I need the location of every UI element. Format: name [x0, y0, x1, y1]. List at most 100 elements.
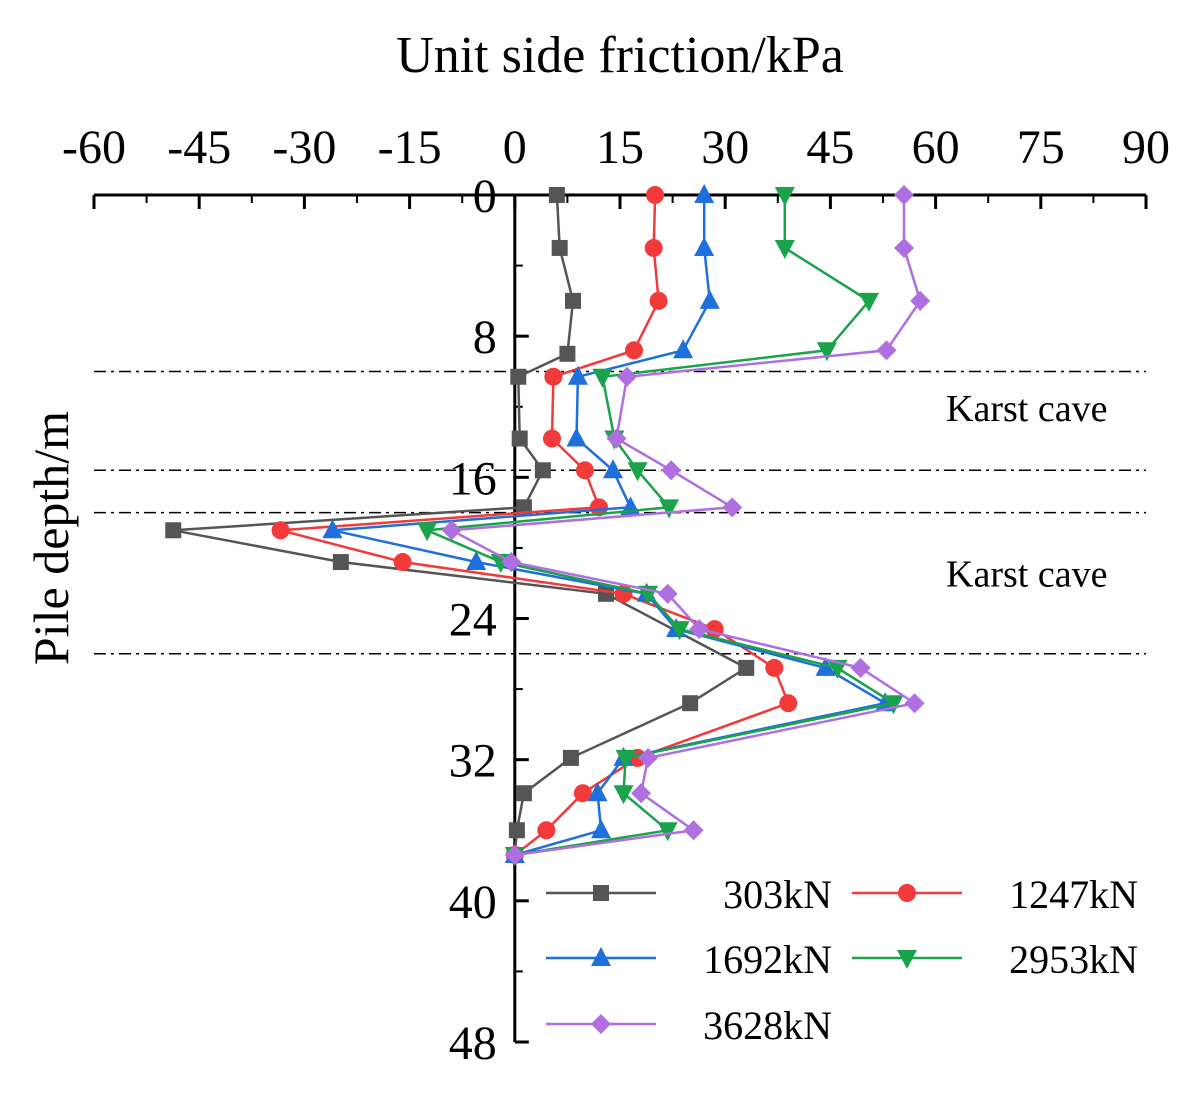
data-point: [625, 341, 644, 360]
legend-item: 1247kN: [852, 872, 1138, 917]
x-tick-label: 90: [1122, 121, 1170, 174]
legend-marker: [591, 1014, 611, 1034]
data-point: [501, 552, 522, 573]
data-point: [466, 551, 487, 571]
series-2953kN: [417, 187, 904, 866]
y-tick-label: 40: [449, 876, 497, 929]
data-point: [883, 695, 904, 715]
data-point: [657, 583, 678, 604]
x-tick-label: 45: [806, 121, 854, 174]
x-tick-label: 60: [912, 121, 960, 174]
data-point: [510, 368, 527, 385]
annotations: Karst cave Karst cave: [946, 388, 1107, 596]
y-tick-label: 24: [449, 594, 497, 647]
legend-item: 2953kN: [852, 937, 1138, 982]
data-point: [165, 522, 182, 539]
x-tick-label: -45: [167, 121, 231, 174]
data-point: [815, 656, 836, 676]
data-point: [689, 619, 710, 640]
data-point: [544, 367, 563, 386]
data-point: [575, 461, 594, 480]
x-tick-label: -30: [272, 121, 336, 174]
y-axis-title: Pile depth/m: [23, 411, 79, 665]
karst-cave-label: Karst cave: [946, 554, 1107, 596]
legend-label: 303kN: [723, 872, 832, 917]
x-tick-label: 75: [1017, 121, 1065, 174]
data-point: [615, 749, 636, 769]
data-point: [699, 289, 720, 309]
data-point: [613, 785, 634, 805]
data-point: [565, 292, 582, 309]
axes: -60 -45 -30 -15 0 15 30 45 60 75 90 0 8 16 24 32 40 48: [62, 121, 1170, 1070]
data-point: [657, 822, 678, 842]
legend-label: 3628kN: [703, 1003, 832, 1048]
data-point: [774, 239, 795, 259]
series-line: [332, 195, 889, 857]
data-point: [511, 430, 528, 447]
data-point: [504, 844, 525, 865]
legend-marker: [898, 884, 916, 902]
data-point: [551, 239, 568, 256]
data-point: [534, 462, 551, 479]
data-point: [682, 695, 699, 712]
data-point: [567, 365, 588, 385]
series-1692kN: [322, 184, 896, 863]
data-point: [683, 820, 704, 841]
legend-marker: [897, 950, 917, 969]
data-point: [894, 185, 915, 205]
data-point: [587, 782, 608, 802]
legend: 303kN 1247kN 1692kN 2953kN 3628kN: [546, 872, 1138, 1048]
x-tick-label: 30: [701, 121, 749, 174]
data-point: [271, 521, 290, 540]
data-point: [779, 694, 798, 713]
x-tick-label: 15: [596, 121, 644, 174]
data-point: [631, 783, 652, 804]
data-point: [591, 819, 612, 839]
data-point: [858, 292, 879, 312]
y-tick-label: 48: [449, 1017, 497, 1070]
data-point: [573, 784, 592, 803]
data-point: [617, 366, 638, 387]
data-point: [876, 340, 897, 361]
data-point: [646, 186, 665, 204]
data-point: [661, 460, 682, 481]
legend-label: 1247kN: [1009, 872, 1138, 917]
data-point: [508, 822, 525, 839]
data-point: [542, 429, 561, 448]
x-tick-label: -15: [378, 121, 442, 174]
data-point: [659, 499, 680, 519]
data-point: [441, 520, 462, 541]
legend-marker: [593, 885, 609, 901]
data-point: [694, 184, 715, 203]
karst-cave-label: Karst cave: [946, 388, 1107, 430]
data-point: [638, 747, 659, 768]
data-point: [537, 821, 556, 840]
data-point: [774, 187, 795, 206]
legend-marker: [591, 947, 611, 966]
data-point: [589, 498, 608, 517]
series-line: [447, 195, 922, 857]
legend-label: 1692kN: [703, 937, 832, 982]
data-point: [417, 522, 438, 542]
data-point: [673, 339, 694, 359]
data-point: [515, 785, 532, 802]
data-point: [322, 519, 343, 539]
x-axis-title: Unit side friction/kPa: [396, 27, 844, 84]
data-point: [765, 658, 784, 677]
series-1247kN: [271, 186, 798, 864]
data-point: [644, 238, 663, 257]
data-point: [548, 187, 565, 203]
data-point: [904, 693, 925, 714]
data-point: [592, 368, 613, 388]
x-tick-label: -60: [62, 121, 126, 174]
data-point: [627, 462, 648, 482]
y-tick-label: 16: [449, 452, 497, 505]
data-point: [562, 749, 579, 766]
data-point: [910, 290, 931, 311]
data-point: [393, 553, 412, 572]
data-point: [602, 459, 623, 479]
series-line: [280, 194, 790, 856]
y-tick-label: 32: [449, 735, 497, 788]
